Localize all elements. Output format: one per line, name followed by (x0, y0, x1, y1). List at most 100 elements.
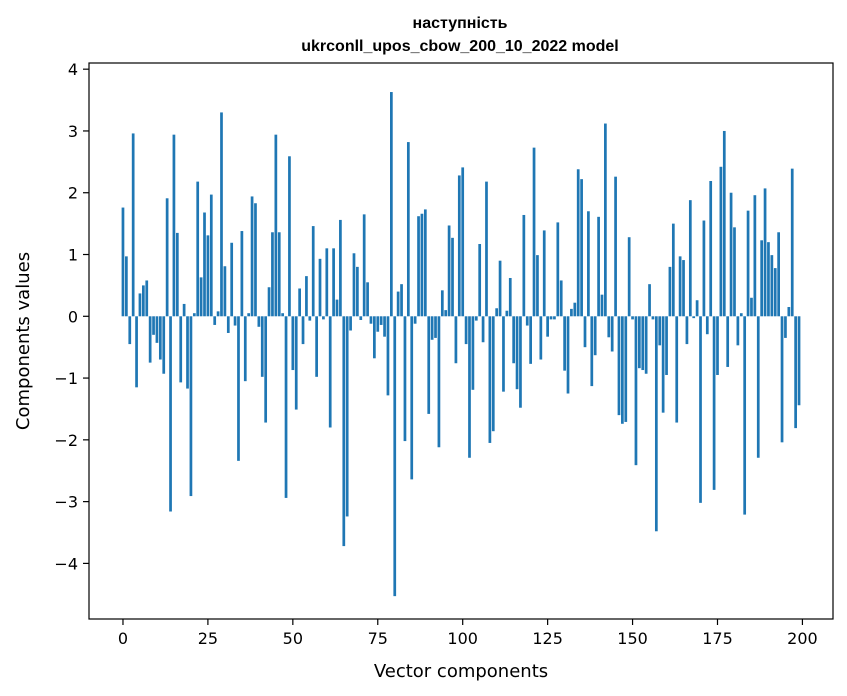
bar-60 (325, 248, 329, 317)
bar-10 (155, 316, 159, 343)
bar-82 (400, 284, 403, 317)
bar-133 (573, 302, 577, 317)
bar-9 (152, 316, 155, 335)
bar-15 (172, 134, 176, 317)
bar-137 (587, 211, 590, 317)
bar-163 (675, 316, 679, 423)
x-tick-label: 175 (702, 629, 733, 648)
bar-118 (522, 214, 526, 317)
bar-78 (386, 316, 390, 396)
bar-109 (491, 316, 495, 432)
bar-141 (600, 294, 604, 317)
x-tick-label: 100 (447, 629, 478, 648)
bar-64 (339, 219, 342, 317)
bar-48 (284, 316, 288, 498)
bar-147 (621, 316, 624, 424)
bar-158 (658, 316, 662, 346)
bar-149 (627, 237, 631, 317)
bar-130 (563, 316, 566, 371)
bar-86 (413, 316, 417, 324)
bar-73 (369, 316, 373, 324)
bar-46 (277, 232, 281, 317)
bar-44 (271, 232, 274, 317)
bar-87 (417, 216, 420, 317)
bar-2 (128, 316, 132, 345)
bar-116 (515, 316, 519, 390)
bar-140 (597, 216, 600, 317)
bar-112 (502, 316, 505, 392)
bar-28 (216, 311, 220, 317)
chart-title-line1: наступність (413, 15, 508, 32)
bar-33 (233, 316, 237, 326)
bar-175 (716, 316, 719, 375)
y-tick-label: 3 (68, 122, 78, 141)
bar-95 (444, 310, 448, 317)
bar-168 (692, 316, 696, 319)
bar-192 (773, 268, 777, 317)
y-tick-label: −3 (54, 493, 78, 512)
bar-174 (712, 316, 716, 490)
bar-101 (464, 316, 468, 345)
bar-110 (495, 308, 499, 317)
bar-71 (362, 214, 366, 317)
bar-5 (138, 293, 142, 317)
bar-119 (525, 316, 529, 326)
bar-19 (186, 316, 189, 389)
bar-159 (661, 316, 665, 413)
bar-189 (763, 188, 767, 317)
bar-194 (780, 316, 784, 443)
bar-156 (651, 316, 655, 320)
bar-145 (614, 176, 617, 317)
bar-31 (226, 316, 230, 333)
bar-89 (423, 209, 427, 317)
bar-83 (403, 316, 407, 442)
bar-115 (512, 316, 516, 364)
bar-164 (678, 256, 682, 317)
bar-184 (746, 210, 750, 317)
bar-170 (699, 316, 702, 503)
y-tick-label: 0 (68, 307, 78, 326)
bar-84 (406, 142, 410, 317)
bar-88 (420, 213, 424, 317)
bar-169 (695, 300, 699, 317)
bar-151 (634, 316, 638, 466)
bar-7 (145, 280, 149, 317)
bar-152 (638, 316, 641, 369)
bar-142 (604, 123, 607, 317)
bar-97 (451, 237, 454, 317)
bar-0 (121, 207, 125, 317)
bar-80 (393, 316, 397, 597)
y-axis-ticks: −4 −3 −2 −1 0 1 2 3 4 (54, 60, 89, 573)
y-axis-label: Components values (13, 252, 34, 430)
bar-13 (165, 198, 169, 317)
bar-57 (315, 316, 318, 377)
bar-24 (203, 212, 206, 317)
bar-72 (366, 282, 369, 317)
bar-150 (631, 316, 634, 320)
bar-23 (199, 277, 203, 317)
bar-59 (322, 316, 325, 320)
bar-107 (485, 181, 488, 317)
y-tick-label: 1 (68, 246, 78, 265)
bar-146 (617, 316, 621, 416)
bar-45 (274, 134, 278, 317)
bar-143 (607, 316, 611, 338)
bar-70 (359, 316, 363, 320)
bar-68 (352, 253, 356, 317)
x-tick-label: 0 (118, 629, 128, 648)
bar-199 (797, 316, 801, 406)
bar-125 (546, 316, 549, 337)
x-tick-label: 50 (283, 629, 303, 648)
bar-153 (641, 316, 645, 371)
bar-176 (719, 166, 723, 317)
bar-3 (131, 133, 135, 317)
bar-186 (753, 195, 757, 317)
bar-40 (257, 316, 261, 327)
bar-51 (294, 316, 298, 410)
bar-148 (624, 316, 628, 422)
bar-114 (508, 277, 512, 317)
bar-195 (784, 316, 787, 338)
bar-182 (739, 313, 743, 317)
bar-134 (576, 169, 580, 317)
